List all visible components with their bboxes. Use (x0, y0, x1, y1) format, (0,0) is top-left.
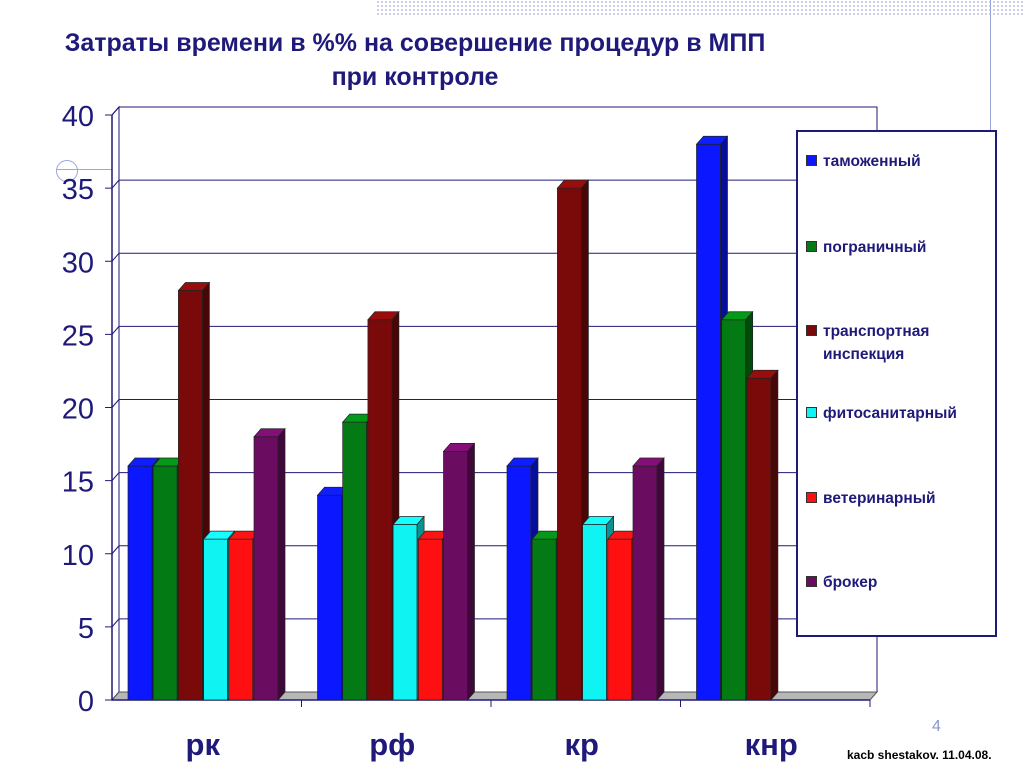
y-tick-label: 25 (62, 320, 94, 352)
legend-swatch (806, 325, 817, 336)
bar-0-3-front (696, 143, 721, 701)
legend-swatch (806, 407, 817, 418)
y-tick-label: 20 (62, 394, 94, 426)
legend-swatch (806, 492, 817, 503)
bar-5-1-front (443, 451, 468, 701)
decorative-dot-pattern (376, 0, 1024, 16)
bar-2-0-front (178, 290, 203, 701)
bar-4-0-front (228, 538, 254, 701)
x-category-label: рк (186, 727, 221, 762)
x-category-label: кр (565, 727, 599, 762)
slide-number: 4 (932, 718, 941, 735)
legend-label: транспортная инспекция (823, 323, 930, 363)
bar-5-0-front (253, 436, 279, 701)
legend-swatch (806, 576, 817, 587)
y-tick-label: 35 (62, 174, 94, 206)
bar-0-2-front (506, 465, 532, 701)
legend-label: таможенный (823, 153, 921, 170)
bar-1-2-front (531, 538, 557, 701)
bar-2-3-front (746, 377, 772, 701)
y-tick-label: 40 (62, 101, 94, 133)
legend-label: фитосанитарный (823, 405, 957, 422)
grid-line-diagonal (111, 252, 120, 262)
y-tick-label: 15 (62, 467, 94, 499)
bar-3-1-front (392, 524, 418, 701)
y-tick-label: 10 (62, 540, 94, 572)
bar-2-2-front (557, 187, 582, 701)
bar-4-1-front (417, 538, 443, 701)
bar-3-0-front (203, 538, 228, 701)
x-category-label: рф (369, 727, 415, 762)
grid-line-diagonal (111, 399, 120, 408)
bar-1-1-front (342, 421, 368, 701)
footer-credit: kacb shestakov. 11.04.08. (847, 748, 992, 762)
slide-title: Затраты времени в %% на совершение проце… (40, 26, 790, 94)
legend-label: ветеринарный (823, 490, 936, 507)
y-tick-label: 30 (62, 247, 94, 279)
bar-1-0-front (152, 465, 178, 701)
bar-2-1-front (367, 319, 393, 701)
bar-1-3-front (721, 319, 747, 701)
bar-3-2-front (582, 524, 607, 701)
slide-title-line-1: Затраты времени в %% на совершение проце… (64, 29, 766, 57)
chart-legend: таможенный пограничный транспортная инспек… (796, 130, 997, 637)
grid-line-diagonal (111, 618, 120, 628)
bar-4-2-front (607, 538, 633, 701)
bar-5-0-side (277, 427, 286, 701)
decorative-circle (56, 160, 78, 182)
slide-title-line-2: при контроле (331, 63, 499, 91)
legend-label: брокер (823, 574, 878, 591)
legend-swatch (806, 155, 817, 166)
bar-0-1-front (317, 494, 342, 701)
grid-line-diagonal (111, 472, 120, 481)
bar-0-0-front (127, 465, 153, 701)
x-category-label: кнр (745, 727, 798, 762)
grid-line-diagonal (111, 545, 120, 555)
grid-line-diagonal (111, 326, 120, 335)
bar-5-1-side (467, 442, 475, 701)
bar-5-2-side (656, 457, 665, 701)
legend-swatch (806, 241, 817, 252)
bar-5-2-front (632, 465, 658, 701)
grid-line-diagonal (111, 106, 120, 116)
legend-label: пограничный (823, 239, 927, 256)
bar-2-3-side (770, 369, 779, 701)
y-tick-label: 0 (78, 686, 94, 718)
grid-line-diagonal (111, 179, 120, 189)
y-tick-label: 5 (78, 613, 94, 645)
